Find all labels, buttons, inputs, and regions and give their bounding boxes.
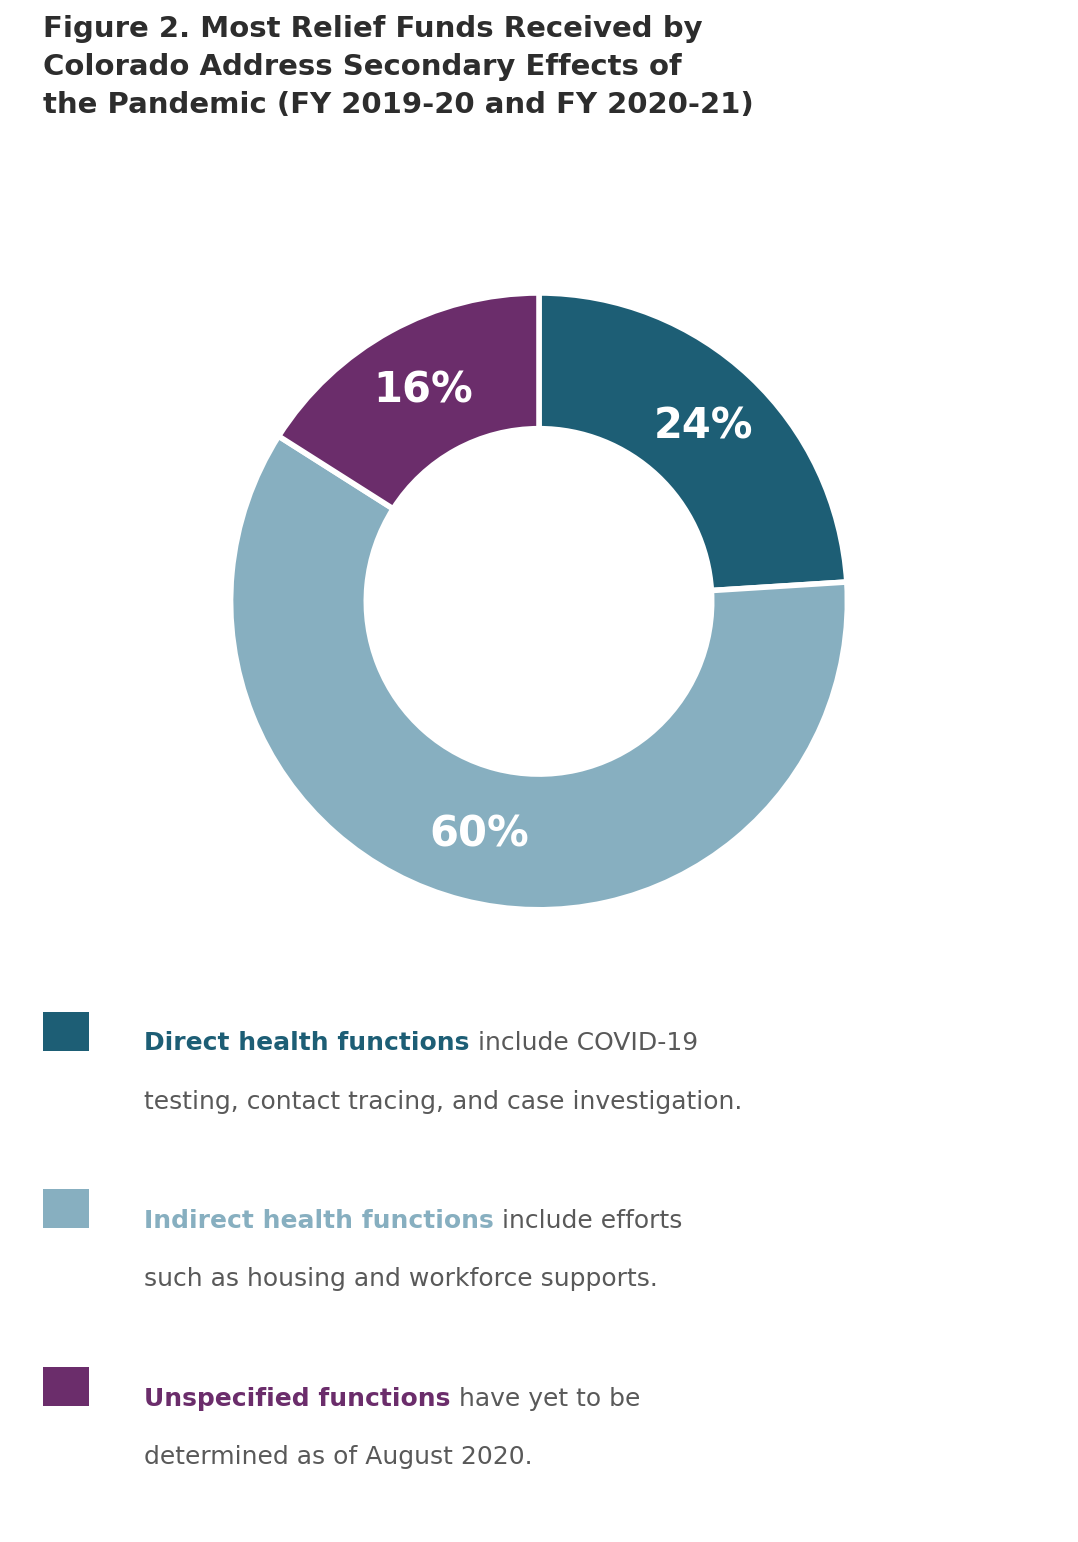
Text: 16%: 16% — [373, 370, 473, 412]
Bar — [43, 1368, 88, 1406]
Text: have yet to be: have yet to be — [451, 1386, 640, 1411]
Bar — [43, 1189, 88, 1229]
Text: such as housing and workforce supports.: such as housing and workforce supports. — [144, 1268, 659, 1291]
Text: 60%: 60% — [429, 813, 529, 856]
Wedge shape — [278, 293, 539, 509]
Wedge shape — [539, 293, 847, 591]
Text: determined as of August 2020.: determined as of August 2020. — [144, 1445, 534, 1470]
Text: Direct health functions: Direct health functions — [144, 1032, 470, 1055]
Bar — [43, 1012, 88, 1050]
Text: 24%: 24% — [654, 406, 754, 447]
Text: testing, contact tracing, and case investigation.: testing, contact tracing, and case inves… — [144, 1090, 743, 1113]
Text: include efforts: include efforts — [494, 1209, 682, 1234]
Text: include COVID-19: include COVID-19 — [470, 1032, 697, 1055]
Wedge shape — [231, 436, 847, 910]
Text: Figure 2. Most Relief Funds Received by
Colorado Address Secondary Effects of
th: Figure 2. Most Relief Funds Received by … — [43, 15, 754, 119]
Text: Unspecified functions: Unspecified functions — [144, 1386, 451, 1411]
Text: Indirect health functions: Indirect health functions — [144, 1209, 494, 1234]
